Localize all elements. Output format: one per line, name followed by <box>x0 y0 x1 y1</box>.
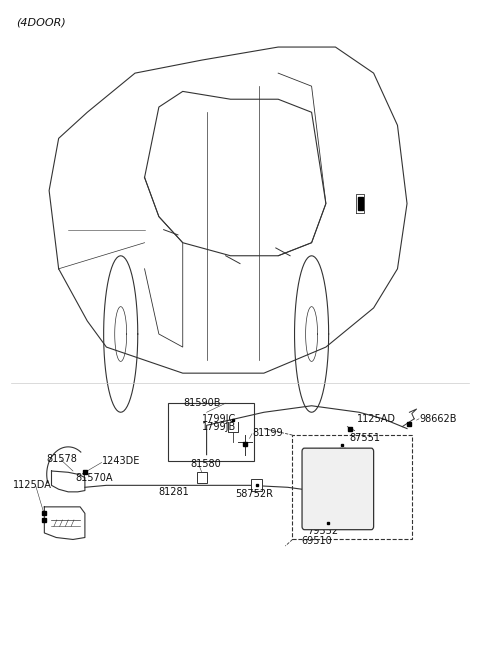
Text: 98662B: 98662B <box>419 414 456 424</box>
Text: 79552: 79552 <box>307 526 338 536</box>
Text: 1125DA: 1125DA <box>13 480 52 491</box>
Text: 81570A: 81570A <box>75 472 113 483</box>
Text: 1799JC: 1799JC <box>202 414 236 424</box>
Bar <box>168 403 254 461</box>
Bar <box>197 472 206 483</box>
Polygon shape <box>358 197 363 210</box>
Bar <box>292 435 412 540</box>
Text: 81281: 81281 <box>159 487 190 497</box>
Text: 81578: 81578 <box>47 455 78 464</box>
Text: 81580: 81580 <box>190 459 221 470</box>
Text: 81590B: 81590B <box>183 398 221 407</box>
Bar <box>252 479 262 491</box>
Text: (4DOOR): (4DOOR) <box>16 18 65 28</box>
Text: 1125AD: 1125AD <box>357 414 396 424</box>
Text: 87551: 87551 <box>350 434 381 443</box>
Text: 58752R: 58752R <box>235 489 273 499</box>
Bar <box>323 518 334 528</box>
Text: 81199: 81199 <box>252 428 283 438</box>
Text: 1799JB: 1799JB <box>202 422 236 432</box>
Text: 1243DE: 1243DE <box>102 456 140 466</box>
FancyBboxPatch shape <box>302 448 373 530</box>
Text: 69510: 69510 <box>301 536 332 546</box>
